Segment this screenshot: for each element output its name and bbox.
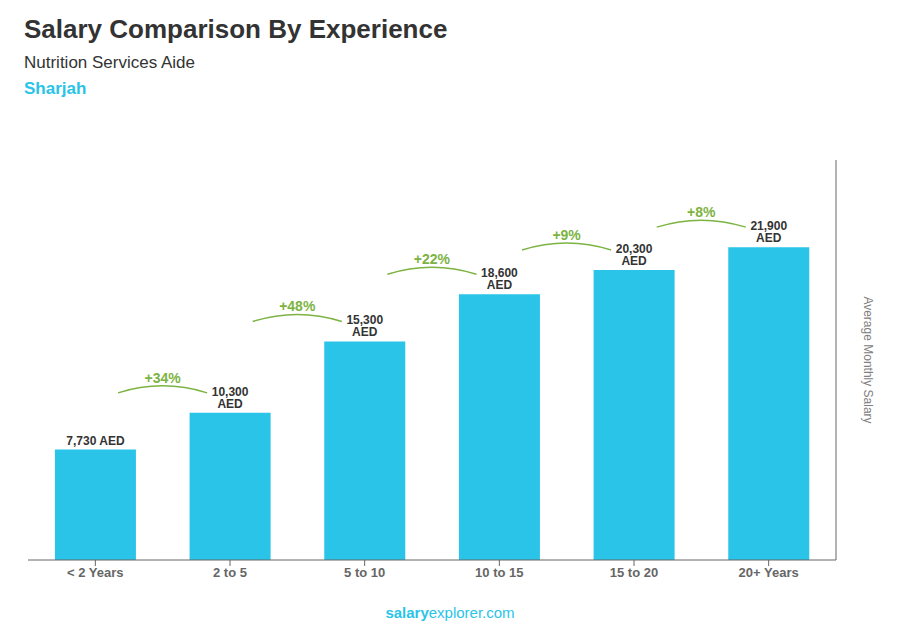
svg-text:10 to 15: 10 to 15 bbox=[475, 565, 523, 580]
svg-text:+34%: +34% bbox=[144, 370, 181, 386]
html-text:Sharjah: Sharjah bbox=[24, 79, 87, 98]
svg-text:7,730 AED: 7,730 AED bbox=[66, 434, 125, 448]
svg-text:20+ Years: 20+ Years bbox=[739, 565, 799, 580]
svg-text:18,600AED: 18,600AED bbox=[481, 266, 518, 292]
svg-text:5 to 10: 5 to 10 bbox=[344, 565, 385, 580]
svg-text:+9%: +9% bbox=[552, 227, 581, 243]
html-text:salary explorer.com: salary explorer.com bbox=[385, 604, 515, 621]
svg-text:10,300AED: 10,300AED bbox=[212, 385, 249, 411]
svg-text:15,300AED: 15,300AED bbox=[346, 313, 383, 339]
svg-text:2 to 5: 2 to 5 bbox=[213, 565, 247, 580]
svg-text:21,900AED: 21,900AED bbox=[750, 219, 787, 245]
svg-text:+8%: +8% bbox=[687, 204, 716, 220]
svg-text:< 2 Years: < 2 Years bbox=[67, 565, 124, 580]
svg-text:+48%: +48% bbox=[279, 298, 316, 314]
svg-text:15 to 20: 15 to 20 bbox=[610, 565, 658, 580]
svg-text:+22%: +22% bbox=[414, 251, 451, 267]
html-text:Nutrition Services Aide: Nutrition Services Aide bbox=[24, 53, 195, 72]
svg-text:Average Monthly Salary: Average Monthly Salary bbox=[861, 296, 875, 423]
html-text:Salary Comparison By Experienc: Salary Comparison By Experience bbox=[24, 14, 448, 44]
svg-text:20,300AED: 20,300AED bbox=[616, 242, 653, 268]
